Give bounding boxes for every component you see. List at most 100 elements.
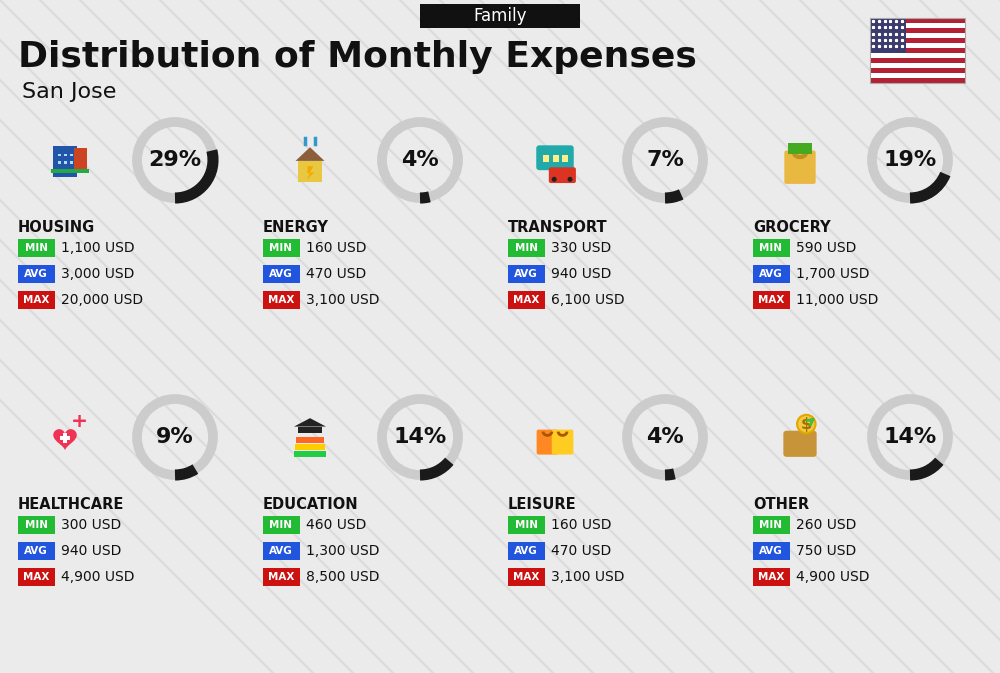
Text: AVG: AVG — [24, 546, 48, 556]
Text: AVG: AVG — [269, 269, 293, 279]
FancyBboxPatch shape — [18, 239, 54, 257]
FancyBboxPatch shape — [536, 145, 574, 170]
FancyBboxPatch shape — [58, 169, 61, 172]
FancyBboxPatch shape — [753, 291, 790, 309]
FancyBboxPatch shape — [870, 33, 965, 38]
Text: MIN: MIN — [514, 520, 538, 530]
FancyBboxPatch shape — [70, 161, 73, 164]
FancyBboxPatch shape — [58, 153, 61, 157]
Text: 160 USD: 160 USD — [551, 518, 612, 532]
Text: 20,000 USD: 20,000 USD — [61, 293, 143, 307]
FancyBboxPatch shape — [70, 169, 73, 172]
FancyBboxPatch shape — [508, 265, 544, 283]
Text: 940 USD: 940 USD — [551, 267, 611, 281]
Text: 4,900 USD: 4,900 USD — [61, 570, 134, 584]
FancyBboxPatch shape — [508, 291, 544, 309]
Text: 29%: 29% — [148, 150, 202, 170]
FancyBboxPatch shape — [296, 437, 324, 443]
FancyBboxPatch shape — [543, 155, 549, 162]
Text: 160 USD: 160 USD — [306, 241, 366, 255]
FancyBboxPatch shape — [753, 239, 790, 257]
Text: 6,100 USD: 6,100 USD — [551, 293, 625, 307]
Text: AVG: AVG — [269, 546, 293, 556]
FancyBboxPatch shape — [870, 73, 965, 78]
Text: MAX: MAX — [513, 295, 539, 305]
Text: MAX: MAX — [268, 295, 294, 305]
Text: MAX: MAX — [758, 295, 784, 305]
FancyBboxPatch shape — [262, 265, 300, 283]
FancyBboxPatch shape — [753, 516, 790, 534]
FancyBboxPatch shape — [870, 58, 965, 63]
FancyBboxPatch shape — [53, 145, 77, 177]
Text: 590 USD: 590 USD — [796, 241, 856, 255]
Text: 4%: 4% — [646, 427, 684, 447]
FancyBboxPatch shape — [60, 436, 70, 439]
FancyBboxPatch shape — [64, 153, 67, 157]
Text: MIN: MIN — [760, 243, 782, 253]
Text: MAX: MAX — [23, 295, 49, 305]
Text: EDUCATION: EDUCATION — [263, 497, 359, 512]
FancyBboxPatch shape — [508, 239, 544, 257]
Text: 8,500 USD: 8,500 USD — [306, 570, 380, 584]
Text: MAX: MAX — [23, 572, 49, 582]
FancyBboxPatch shape — [262, 542, 300, 560]
FancyBboxPatch shape — [295, 444, 325, 450]
FancyBboxPatch shape — [298, 161, 322, 182]
FancyBboxPatch shape — [508, 542, 544, 560]
Text: 3,000 USD: 3,000 USD — [61, 267, 134, 281]
Circle shape — [797, 415, 816, 433]
Text: 470 USD: 470 USD — [306, 267, 366, 281]
Polygon shape — [294, 418, 326, 427]
Text: 9%: 9% — [156, 427, 194, 447]
FancyBboxPatch shape — [788, 143, 812, 153]
Text: 1,100 USD: 1,100 USD — [61, 241, 135, 255]
Text: 940 USD: 940 USD — [61, 544, 121, 558]
FancyBboxPatch shape — [18, 265, 54, 283]
Text: AVG: AVG — [514, 269, 538, 279]
Text: MIN: MIN — [760, 520, 782, 530]
FancyBboxPatch shape — [58, 161, 61, 164]
Text: 470 USD: 470 USD — [551, 544, 611, 558]
Text: AVG: AVG — [759, 546, 783, 556]
Polygon shape — [53, 429, 77, 450]
FancyBboxPatch shape — [870, 53, 965, 58]
Text: OTHER: OTHER — [753, 497, 809, 512]
FancyBboxPatch shape — [753, 568, 790, 586]
FancyBboxPatch shape — [870, 48, 965, 53]
FancyBboxPatch shape — [51, 170, 89, 173]
Text: +: + — [71, 412, 88, 431]
FancyBboxPatch shape — [262, 568, 300, 586]
Text: San Jose: San Jose — [22, 82, 116, 102]
Text: $: $ — [801, 417, 812, 431]
FancyBboxPatch shape — [549, 168, 576, 183]
FancyBboxPatch shape — [870, 18, 906, 53]
Text: MIN: MIN — [24, 520, 48, 530]
Text: 7%: 7% — [646, 150, 684, 170]
Text: MIN: MIN — [514, 243, 538, 253]
Text: MIN: MIN — [270, 520, 292, 530]
FancyBboxPatch shape — [870, 43, 965, 48]
Text: 330 USD: 330 USD — [551, 241, 611, 255]
FancyBboxPatch shape — [553, 155, 559, 162]
Text: 4%: 4% — [401, 150, 439, 170]
Text: 19%: 19% — [883, 150, 937, 170]
FancyBboxPatch shape — [870, 78, 965, 83]
FancyBboxPatch shape — [870, 63, 965, 68]
Text: MIN: MIN — [270, 243, 292, 253]
Text: 3,100 USD: 3,100 USD — [551, 570, 624, 584]
FancyBboxPatch shape — [18, 291, 54, 309]
Text: 3,100 USD: 3,100 USD — [306, 293, 380, 307]
FancyBboxPatch shape — [870, 18, 965, 23]
FancyBboxPatch shape — [74, 148, 87, 171]
FancyBboxPatch shape — [537, 429, 558, 454]
Text: 750 USD: 750 USD — [796, 544, 856, 558]
Text: MIN: MIN — [24, 243, 48, 253]
Text: 300 USD: 300 USD — [61, 518, 121, 532]
FancyBboxPatch shape — [70, 153, 73, 157]
Text: ENERGY: ENERGY — [263, 220, 329, 235]
FancyBboxPatch shape — [753, 542, 790, 560]
Text: MAX: MAX — [758, 572, 784, 582]
Text: 1,700 USD: 1,700 USD — [796, 267, 870, 281]
FancyBboxPatch shape — [420, 4, 580, 28]
FancyBboxPatch shape — [18, 542, 54, 560]
